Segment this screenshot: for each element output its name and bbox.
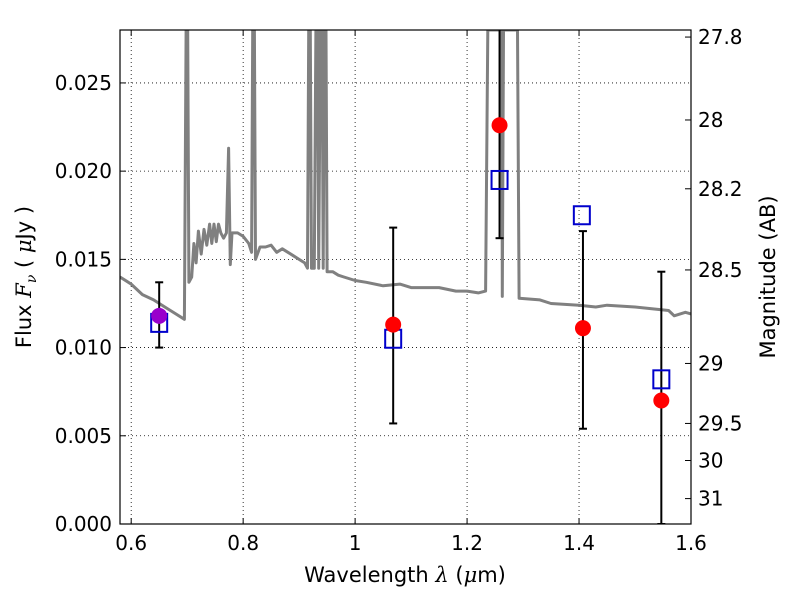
y-tick-label: 0.000 [55,512,112,536]
y2-tick-label: 29.5 [698,411,743,435]
y-tick-label: 0.020 [55,159,112,183]
optical-flux-point [151,307,168,324]
observed-flux-point [653,392,670,409]
x-tick-label: 0.6 [115,531,147,555]
y-tick-label: 0.015 [55,247,112,271]
x-tick-label: 1.4 [563,531,595,555]
plot-area [120,30,691,524]
x-tick-label: 1.2 [451,531,483,555]
model-spectrum-line [120,30,691,321]
model-flux-square [572,205,591,226]
y-tick-label: 0.025 [55,71,112,95]
y2-tick-label: 28.2 [698,177,743,201]
y2-tick-label: 29 [698,351,723,375]
y-tick-label: 0.005 [55,424,112,448]
model-flux-square [490,169,509,190]
x-tick-label: 0.8 [227,531,259,555]
plot-frame [119,29,692,525]
data-markers [150,117,671,409]
y2-tick-label: 31 [698,487,723,511]
model-flux-square [652,369,671,390]
y2-tick-label: 28 [698,108,723,132]
axis-tick-labels: 0.6 0.8 1 1.2 1.4 1.6 0.000 0.005 0.010 0.015 0.02… [55,25,743,555]
y2-tick-label: 28.5 [698,258,743,282]
x-tick-label: 1.6 [675,531,707,555]
y2-tick-label: 30 [698,448,723,472]
y2-axis-label: Magnitude (AB) [756,195,780,358]
observed-flux-point [491,117,508,134]
y-axis-label: Flux Fν ( μJy ) [12,206,40,348]
x-tick-label: 1 [349,531,362,555]
y2-tick-label: 27.8 [698,25,743,49]
axis-ticks [120,30,692,525]
observed-flux-point [385,316,402,333]
y-tick-label: 0.010 [55,336,112,360]
observed-flux-point [574,320,591,337]
x-axis-label: Wavelength λ (μm) [304,563,506,587]
